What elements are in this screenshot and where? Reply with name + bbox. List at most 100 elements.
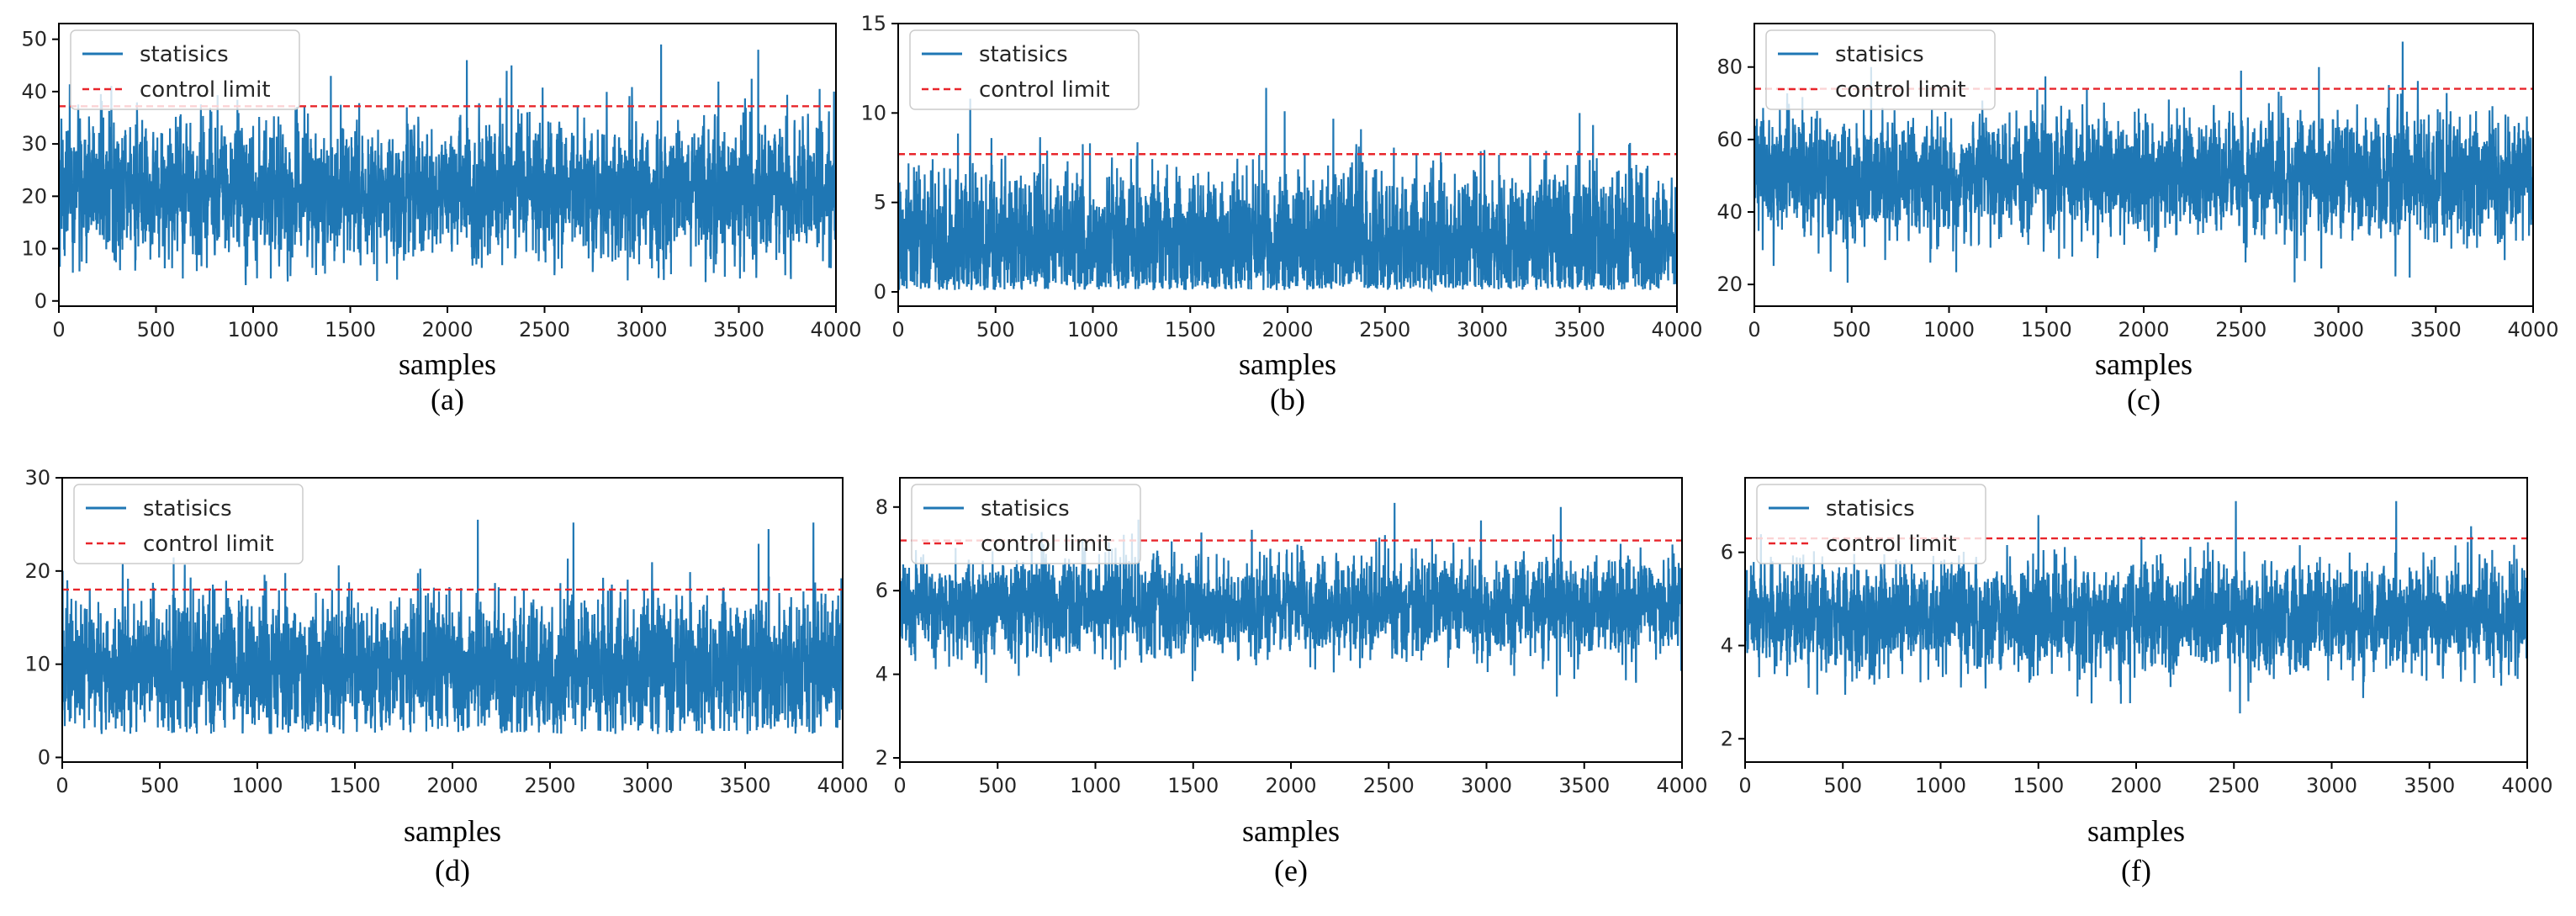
y-tick-label: 20	[21, 184, 47, 208]
y-tick-label: 40	[21, 80, 47, 103]
subplot-caption: (f)	[2121, 854, 2151, 887]
legend-box	[70, 29, 300, 110]
x-tick-label: 2500	[2208, 774, 2260, 797]
y-tick-label: 4	[1721, 633, 1733, 657]
x-axis-label: samples	[1239, 347, 1336, 381]
x-tick-label: 3500	[2404, 774, 2455, 797]
subplot-caption: (c)	[2127, 383, 2161, 416]
y-tick-label: 20	[24, 559, 50, 583]
subplot-a: 0 500 1000 1500 2000 2500 3000 3500 4000 0 10 20 30 4…	[21, 23, 862, 416]
y-tick-label: 10	[21, 237, 47, 261]
subplot-caption: (b)	[1270, 383, 1305, 416]
legend-control-limit-label: control limit	[1835, 77, 1966, 103]
statistic-line	[898, 87, 1677, 294]
x-tick-label: 1500	[325, 318, 376, 342]
x-axis-label: samples	[2095, 347, 2193, 381]
x-tick-label: 1000	[227, 318, 278, 342]
x-tick-label: 2000	[1265, 774, 1316, 797]
x-tick-label: 3000	[2306, 774, 2357, 797]
statistic-line	[59, 44, 836, 286]
legend-statistic-label: statisics	[140, 42, 229, 67]
legend: statisics control limit	[1765, 29, 1996, 110]
legend: statisics control limit	[911, 484, 1141, 564]
subplot-c: 0 500 1000 1500 2000 2500 3000 3500 4000 20 40 60 80…	[1716, 23, 2559, 416]
y-tick-label: 2	[1721, 727, 1733, 750]
statistic-line	[62, 519, 843, 734]
x-tick-label: 2500	[1359, 318, 1410, 342]
legend-statistic-label: statisics	[979, 42, 1068, 67]
x-tick-label: 0	[893, 774, 906, 797]
x-tick-label: 500	[1833, 318, 1871, 342]
x-tick-label: 500	[1823, 774, 1862, 797]
x-tick-label: 3500	[1554, 318, 1605, 342]
subplot-f: 0 500 1000 1500 2000 2500 3000 3500 4000 2 4 6 stati…	[1721, 477, 2553, 887]
x-tick-label: 3000	[1461, 774, 1512, 797]
x-tick-label: 500	[137, 318, 176, 342]
y-tick-label: 0	[38, 745, 50, 769]
x-tick-label: 1500	[2021, 318, 2072, 342]
x-tick-label: 2000	[426, 774, 478, 797]
y-tick-label: 30	[24, 466, 50, 490]
legend-statistic-label: statisics	[1835, 42, 1924, 67]
x-tick-label: 2500	[1363, 774, 1415, 797]
x-tick-label: 4000	[1656, 774, 1707, 797]
y-tick-label: 5	[874, 191, 886, 214]
y-tick-label: 10	[24, 653, 50, 676]
legend: statisics control limit	[73, 484, 304, 564]
x-tick-label: 1000	[1923, 318, 1975, 342]
x-tick-label: 3000	[2313, 318, 2364, 342]
x-tick-label: 0	[52, 318, 65, 342]
x-tick-label: 4000	[1651, 318, 1702, 342]
x-tick-label: 3500	[2410, 318, 2462, 342]
y-tick-label: 6	[875, 579, 888, 602]
legend-control-limit-label: control limit	[143, 532, 274, 557]
x-tick-label: 3000	[616, 318, 667, 342]
y-tick-label: 8	[875, 495, 888, 519]
x-tick-label: 4000	[810, 318, 861, 342]
y-tick-label: 10	[860, 101, 886, 124]
x-tick-label: 2500	[524, 774, 575, 797]
legend-box	[911, 484, 1141, 564]
subplot-caption: (a)	[431, 383, 464, 416]
x-tick-label: 3000	[622, 774, 673, 797]
x-tick-label: 4000	[2501, 774, 2552, 797]
statistic-line	[900, 502, 1682, 697]
y-tick-label: 0	[34, 289, 47, 313]
subplot-caption: (e)	[1274, 854, 1308, 887]
legend-box	[73, 484, 304, 564]
statistic-line	[1745, 500, 2527, 714]
x-tick-label: 1500	[329, 774, 380, 797]
x-tick-label: 1500	[2013, 774, 2064, 797]
legend-control-limit-label: control limit	[1826, 532, 1957, 557]
y-tick-label: 20	[1716, 273, 1743, 296]
statistic-line	[1754, 41, 2533, 283]
x-tick-label: 2500	[2215, 318, 2267, 342]
x-tick-label: 0	[1748, 318, 1760, 342]
x-tick-label: 2000	[421, 318, 473, 342]
x-tick-label: 2500	[519, 318, 570, 342]
x-tick-label: 4000	[2507, 318, 2558, 342]
x-tick-label: 3500	[1558, 774, 1610, 797]
y-tick-label: 2	[875, 746, 888, 770]
x-tick-label: 500	[978, 774, 1017, 797]
y-tick-label: 50	[21, 28, 47, 51]
x-tick-label: 0	[56, 774, 68, 797]
x-tick-label: 500	[140, 774, 179, 797]
x-tick-label: 3500	[719, 774, 770, 797]
x-axis-label: samples	[1242, 814, 1340, 848]
legend-statistic-label: statisics	[143, 496, 232, 522]
x-axis-label: samples	[399, 347, 496, 381]
x-tick-label: 3500	[713, 318, 764, 342]
legend-box	[1765, 29, 1996, 110]
x-tick-label: 1500	[1165, 318, 1216, 342]
subplot-e: 0 500 1000 1500 2000 2500 3000 3500 4000 2 4 6 8 stat…	[875, 477, 1708, 887]
legend: statisics control limit	[1756, 484, 1986, 564]
subplot-d: 0 500 1000 1500 2000 2500 3000 3500 4000 0 10 20 30 s…	[24, 466, 868, 887]
y-tick-label: 40	[1716, 200, 1743, 224]
x-tick-label: 1000	[1915, 774, 1966, 797]
x-tick-label: 500	[976, 318, 1015, 342]
legend: statisics control limit	[909, 29, 1140, 110]
x-tick-label: 1000	[1070, 774, 1121, 797]
